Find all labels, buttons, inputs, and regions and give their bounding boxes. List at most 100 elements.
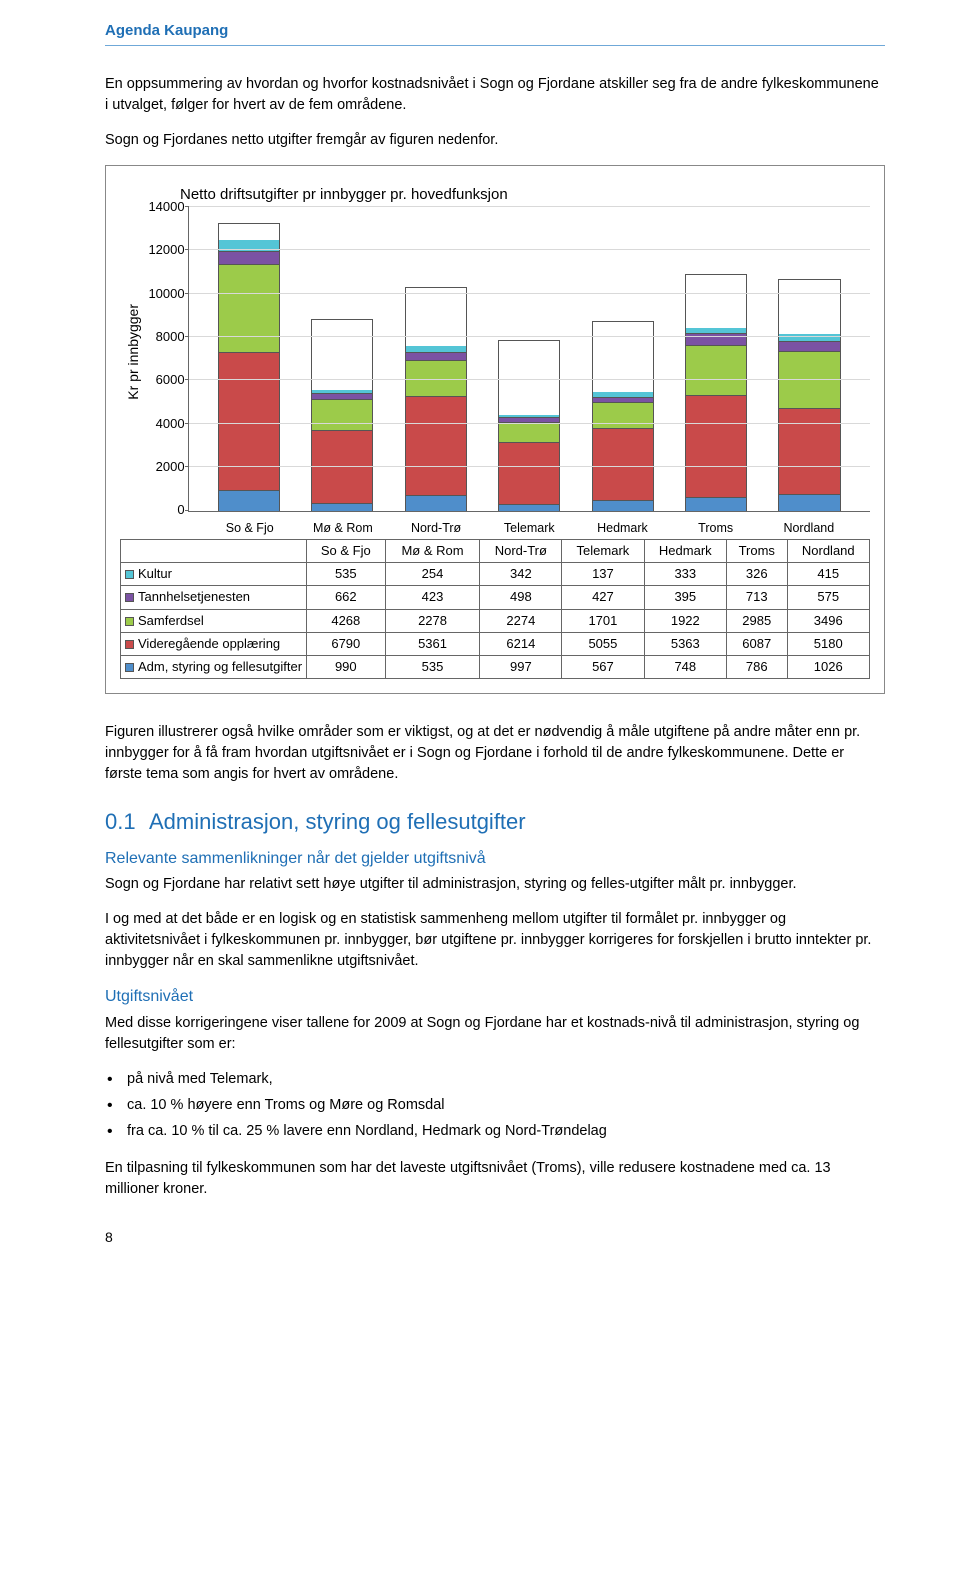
- table-row-label: Samferdsel: [138, 613, 204, 628]
- table-cell: 5361: [385, 632, 480, 655]
- chart-xtick: Nord-Trø: [405, 520, 467, 538]
- table-cell: 6087: [727, 632, 788, 655]
- chart-segment-tannhelse: [686, 333, 746, 345]
- table-cell: 2985: [727, 609, 788, 632]
- table-cell: 333: [644, 563, 726, 586]
- table-cell: 254: [385, 563, 480, 586]
- chart-bar: [592, 321, 654, 511]
- legend-marker: [125, 570, 134, 579]
- chart-ytick: 10000: [141, 285, 185, 303]
- table-cell: 748: [644, 655, 726, 678]
- table-cell: 535: [385, 655, 480, 678]
- bullet-list: på nivå med Telemark,ca. 10 % høyere enn…: [105, 1069, 885, 1142]
- table-cell: 575: [787, 586, 869, 609]
- sub2-paragraph: Med disse korrigeringene viser tallene f…: [105, 1013, 885, 1055]
- chart-bar: [311, 319, 373, 511]
- table-cell: 1026: [787, 655, 869, 678]
- chart-ytick: 6000: [141, 371, 185, 389]
- chart-xtick: Mø & Rom: [312, 520, 374, 538]
- table-cell: 342: [480, 563, 562, 586]
- chart-segment-adm: [593, 500, 653, 510]
- chart-segment-samferdsel: [499, 422, 559, 443]
- chart-segment-tannhelse: [406, 352, 466, 360]
- list-item: fra ca. 10 % til ca. 25 % lavere enn Nor…: [105, 1121, 885, 1141]
- table-cell: 423: [385, 586, 480, 609]
- table-row-label: Tannhelsetjenesten: [138, 589, 250, 604]
- legend-marker: [125, 617, 134, 626]
- table-row: Adm, styring og fellesutgifter9905359975…: [121, 655, 870, 678]
- table-cell: 786: [727, 655, 788, 678]
- table-cell: 395: [644, 586, 726, 609]
- page-number: 8: [105, 1228, 885, 1248]
- chart-segment-samferdsel: [593, 402, 653, 428]
- table-cell: 3496: [787, 609, 869, 632]
- chart-segment-samferdsel: [312, 399, 372, 430]
- chart-container: Netto driftsutgifter pr innbygger pr. ho…: [105, 165, 885, 694]
- chart-segment-videregaende: [593, 428, 653, 500]
- chart-ytick: 4000: [141, 415, 185, 433]
- chart-ytick: 2000: [141, 458, 185, 476]
- chart-ytick: 14000: [141, 198, 185, 216]
- chart-ytick: 12000: [141, 241, 185, 259]
- legend-marker: [125, 663, 134, 672]
- table-header-cell: Nord-Trø: [480, 540, 562, 563]
- table-cell: 990: [307, 655, 386, 678]
- chart-bar: [218, 223, 280, 510]
- legend-marker: [125, 593, 134, 602]
- table-cell: 326: [727, 563, 788, 586]
- header-rule: [105, 45, 885, 46]
- chart-ytick: 8000: [141, 328, 185, 346]
- page-header-title: Agenda Kaupang: [105, 20, 885, 41]
- chart-x-axis: So & Fjo Mø & Rom Nord-Trø Telemark Hedmark T…: [188, 516, 870, 538]
- chart-segment-adm: [312, 503, 372, 510]
- subheading-1: Relevante sammenlikninger når det gjelde…: [105, 848, 885, 870]
- table-cell: 2278: [385, 609, 480, 632]
- table-cell: 1701: [562, 609, 644, 632]
- chart-segment-videregaende: [219, 352, 279, 491]
- section-number: 0.1: [105, 807, 149, 838]
- sub1-paragraph: Sogn og Fjordane har relativt sett høye …: [105, 874, 885, 895]
- section-paragraph-2: I og med at det både er en logisk og en …: [105, 909, 885, 972]
- table-cell: 5363: [644, 632, 726, 655]
- chart-bar: [685, 274, 747, 510]
- chart-segment-adm: [686, 497, 746, 510]
- table-cell: 662: [307, 586, 386, 609]
- table-row-label: Kultur: [138, 566, 172, 581]
- intro-paragraph-1: En oppsummering av hvordan og hvorfor ko…: [105, 74, 885, 116]
- chart-xtick: Troms: [685, 520, 747, 538]
- table-cell: 535: [307, 563, 386, 586]
- chart-xtick: Telemark: [498, 520, 560, 538]
- table-header-cell: Hedmark: [644, 540, 726, 563]
- chart-segment-videregaende: [406, 396, 466, 495]
- chart-segment-tannhelse: [779, 341, 839, 350]
- chart-segment-samferdsel: [219, 264, 279, 351]
- chart-ytick: 0: [141, 501, 185, 519]
- chart-xtick: Hedmark: [591, 520, 653, 538]
- chart-xtick: Nordland: [778, 520, 840, 538]
- chart-segment-adm: [779, 494, 839, 511]
- table-header-cell: Nordland: [787, 540, 869, 563]
- after-chart-paragraph: Figuren illustrerer også hvilke områder …: [105, 722, 885, 785]
- list-item: ca. 10 % høyere enn Troms og Møre og Rom…: [105, 1095, 885, 1115]
- table-cell: 6790: [307, 632, 386, 655]
- table-row: Videregående opplæring679053616214505553…: [121, 632, 870, 655]
- chart-plot-area: 02000400060008000100001200014000: [188, 207, 870, 512]
- chart-xtick: So & Fjo: [219, 520, 281, 538]
- table-cell: 997: [480, 655, 562, 678]
- chart-segment-videregaende: [686, 395, 746, 497]
- chart-bar: [405, 287, 467, 511]
- chart-segment-adm: [499, 504, 559, 511]
- chart-data-table: So & FjoMø & RomNord-TrøTelemarkHedmarkT…: [120, 539, 870, 679]
- table-cell: 4268: [307, 609, 386, 632]
- table-header-cell: So & Fjo: [307, 540, 386, 563]
- chart-segment-samferdsel: [406, 360, 466, 396]
- subheading-2: Utgiftsnivået: [105, 986, 885, 1008]
- final-paragraph: En tilpasning til fylkeskommunen som har…: [105, 1158, 885, 1200]
- section-heading: 0.1Administrasjon, styring og fellesutgi…: [105, 807, 885, 838]
- table-row-label: Adm, styring og fellesutgifter: [138, 659, 302, 674]
- table-cell: 1922: [644, 609, 726, 632]
- table-cell: 5180: [787, 632, 869, 655]
- chart-title: Netto driftsutgifter pr innbygger pr. ho…: [180, 184, 870, 205]
- table-cell: 427: [562, 586, 644, 609]
- chart-segment-adm: [406, 495, 466, 511]
